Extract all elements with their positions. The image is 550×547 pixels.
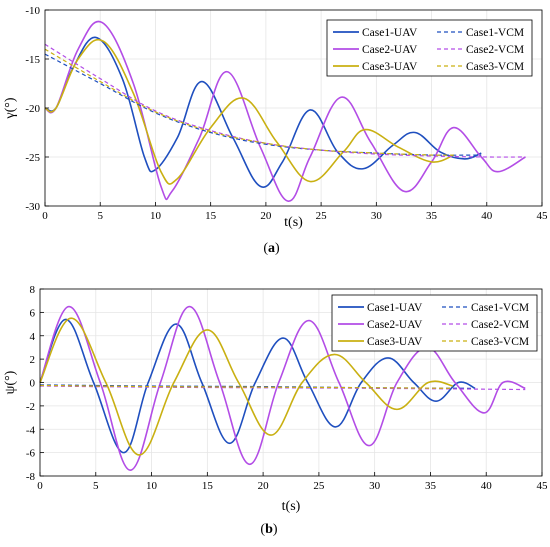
panel-label: (b) [260, 522, 277, 537]
y-tick-label: -15 [25, 54, 40, 66]
legend-box [331, 294, 538, 352]
legend-label: Case3-UAV [362, 61, 418, 73]
legend-label: Case3-VCM [471, 336, 529, 348]
x-tick-label: 40 [481, 210, 493, 222]
legend-label: Case3-VCM [466, 61, 524, 73]
y-tick-label: -6 [26, 448, 36, 460]
y-tick-label: -20 [25, 103, 40, 115]
x-tick-label: 10 [146, 480, 158, 492]
x-tick-label: 15 [205, 210, 217, 222]
x-tick-label: 35 [426, 210, 438, 222]
series-line-case3-vcm [39, 384, 453, 389]
x-tick-label: 25 [316, 210, 328, 222]
legend-label: Case2-VCM [471, 319, 529, 331]
x-tick-label: 45 [537, 210, 549, 222]
y-tick-label: 6 [30, 307, 36, 319]
series-group [44, 20, 526, 202]
x-axis-label: t(s) [282, 499, 301, 514]
legend: Case1-UAV Case1-VCM Case2-UAV Case2-VCM Case… [326, 19, 533, 77]
x-tick-label: 5 [97, 210, 103, 222]
x-tick-label: 20 [260, 210, 272, 222]
x-tick-label: 25 [313, 480, 325, 492]
y-tick-label: 8 [30, 284, 36, 296]
legend-box [326, 19, 533, 77]
series-group [39, 305, 526, 471]
x-axis-label: t(s) [284, 215, 303, 230]
series-line-case2-uav [44, 20, 526, 202]
series-line-case2-vcm [44, 43, 526, 158]
legend-label: Case1-VCM [466, 27, 524, 39]
legend-label: Case2-UAV [367, 319, 423, 331]
series-line-case3-uav [39, 317, 453, 456]
x-tick-label: 35 [425, 480, 437, 492]
x-tick-label: 45 [537, 480, 549, 492]
panel-label: (a) [263, 241, 280, 256]
x-tick-label: 30 [371, 210, 383, 222]
legend: Case1-UAV Case1-VCM Case2-UAV Case2-VCM Case… [331, 294, 538, 352]
x-tick-label: 40 [481, 480, 493, 492]
legend-label: Case2-VCM [466, 44, 524, 56]
x-tick-label: 15 [202, 480, 214, 492]
series-line-case1-vcm [44, 53, 482, 156]
x-tick-label: 20 [258, 480, 270, 492]
y-tick-label: -4 [26, 424, 36, 436]
y-tick-label: 2 [30, 354, 36, 366]
panel-label-letter: b [265, 522, 273, 537]
legend-label: Case3-UAV [367, 336, 423, 348]
chart-panel-a: 0 5 10 15 20 25 30 35 40 45 -10 -15 -20 -25 -30 t(s) γ(°… [3, 5, 548, 256]
x-tick-label: 30 [369, 480, 381, 492]
series-line-case3-uav [44, 39, 454, 185]
legend-label: Case1-VCM [471, 302, 529, 314]
chart-panel-b: 0 5 10 15 20 25 30 35 40 4586420-2-4-6-8t(s)ψ(°)(… [3, 284, 548, 537]
legend-label: Case2-UAV [362, 44, 418, 56]
y-tick-label: -2 [26, 401, 35, 413]
y-tick-label: 0 [30, 378, 36, 390]
y-tick-label: 4 [30, 331, 36, 343]
legend-label: Case1-UAV [362, 27, 418, 39]
x-tick-label: 0 [37, 480, 43, 492]
series-line-case2-uav [39, 305, 526, 471]
series-line-case3-vcm [44, 48, 454, 156]
y-tick-label: -10 [25, 5, 40, 17]
y-tick-label: -25 [25, 152, 40, 164]
y-axis-label: γ(°) [3, 97, 18, 119]
legend-label: Case1-UAV [367, 302, 423, 314]
y-tick-label: -8 [26, 471, 36, 483]
x-tick-label: 10 [150, 210, 162, 222]
y-tick-label: -30 [25, 201, 40, 213]
x-tick-label: 0 [42, 210, 48, 222]
panel-label-letter: a [268, 241, 275, 256]
x-tick-label: 5 [93, 480, 99, 492]
series-line-case1-uav [39, 318, 476, 454]
y-axis-label: ψ(°) [3, 370, 18, 394]
